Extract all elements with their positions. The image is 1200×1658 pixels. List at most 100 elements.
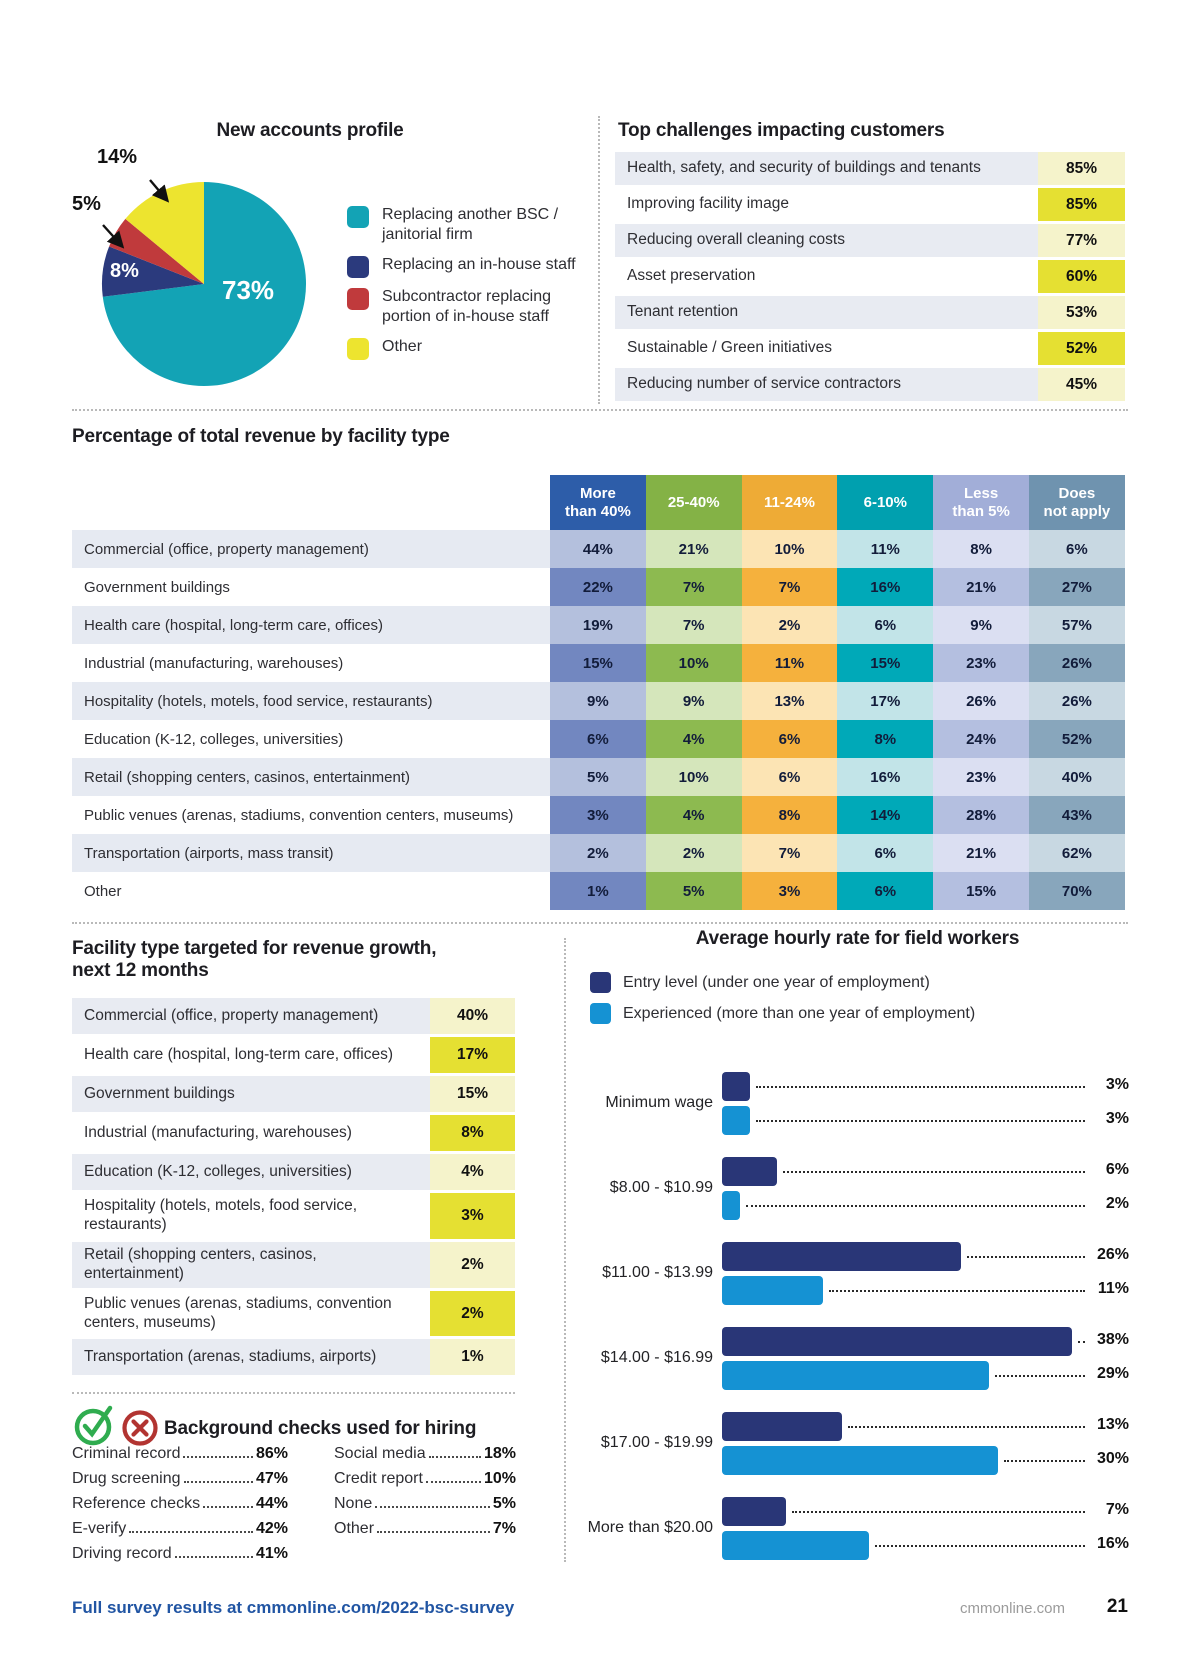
revenue-column-header: Does not apply	[1028, 475, 1125, 530]
revenue-cell: 19%	[550, 606, 646, 644]
hourly-leader-line	[755, 1086, 1085, 1088]
background-check-value: 47%	[255, 1470, 288, 1487]
background-check-value: 41%	[255, 1545, 288, 1562]
legend-label: Other	[382, 337, 423, 355]
growth-value: 1%	[430, 1339, 515, 1376]
revenue-cell: 8%	[933, 530, 1029, 568]
hourly-value-label: 6%	[1105, 1161, 1129, 1178]
revenue-cell: 6%	[837, 834, 934, 872]
background-check-row: Reference checks 44%	[72, 1495, 288, 1520]
revenue-cell: 3%	[741, 872, 838, 910]
hourly-bar-experienced	[722, 1531, 870, 1560]
hourly-leader-line	[994, 1375, 1085, 1377]
revenue-corner-cell	[72, 475, 550, 530]
growth-list: Commercial (office, property management)…	[72, 998, 515, 1378]
growth-row: Transportation (arenas, stadiums, airpor…	[72, 1339, 515, 1376]
growth-row: Commercial (office, property management)…	[72, 998, 515, 1034]
hourly-leader-line	[829, 1290, 1085, 1292]
revenue-cell: 27%	[1028, 568, 1125, 606]
revenue-cell: 9%	[933, 606, 1029, 644]
divider-vertical-bottom	[564, 938, 566, 1562]
hourly-leader-line	[847, 1426, 1085, 1428]
revenue-cell: 15%	[550, 644, 646, 682]
hourly-category-label: $11.00 - $13.99	[602, 1264, 713, 1281]
growth-label: Education (K-12, colleges, universities)	[72, 1154, 430, 1190]
revenue-cell: 7%	[645, 606, 742, 644]
challenge-row: Reducing overall cleaning costs 77%	[615, 224, 1125, 257]
hourly-bar-entry	[722, 1497, 787, 1526]
hourly-value-label: 16%	[1096, 1535, 1129, 1552]
growth-row: Public venues (arenas, stadiums, convent…	[72, 1290, 515, 1337]
growth-row: Government buildings 15%	[72, 1076, 515, 1112]
revenue-cell: 9%	[645, 682, 742, 720]
hourly-bar-experienced	[722, 1446, 998, 1475]
revenue-cell: 6%	[837, 872, 934, 910]
challenges-title: Top challenges impacting customers	[618, 120, 945, 141]
revenue-cell: 7%	[741, 568, 838, 606]
hourly-value-label: 30%	[1096, 1450, 1129, 1467]
hourly-value-label: 11%	[1097, 1280, 1129, 1297]
revenue-cell: 4%	[645, 720, 742, 758]
new-accounts-pie-chart	[101, 181, 307, 387]
growth-label: Health care (hospital, long-term care, o…	[72, 1037, 430, 1073]
hourly-value-label: 38%	[1096, 1331, 1129, 1348]
divider-horizontal-2	[72, 922, 1128, 924]
hourly-bar-entry	[722, 1412, 842, 1441]
legend-swatch	[347, 337, 369, 360]
challenge-value: 85%	[1038, 188, 1125, 221]
challenge-label: Asset preservation	[615, 260, 1038, 293]
revenue-cell: 44%	[550, 530, 646, 568]
revenue-cell: 10%	[645, 644, 742, 682]
revenue-column-header: Less than 5%	[933, 475, 1029, 530]
background-check-label: Drug screening	[72, 1470, 181, 1487]
revenue-row-label: Public venues (arenas, stadiums, convent…	[72, 796, 550, 834]
revenue-cell: 6%	[741, 720, 838, 758]
legend-item: Other	[347, 337, 578, 360]
revenue-cell: 1%	[550, 872, 646, 910]
revenue-cell: 3%	[550, 796, 646, 834]
hourly-bar-entry	[722, 1327, 1072, 1356]
growth-label: Industrial (manufacturing, warehouses)	[72, 1115, 430, 1151]
hourly-leader-line	[755, 1120, 1085, 1122]
growth-label: Commercial (office, property management)	[72, 998, 430, 1034]
footer-survey-link[interactable]: Full survey results at cmmonline.com/202…	[72, 1598, 515, 1617]
revenue-cell: 6%	[837, 606, 934, 644]
background-check-value: 10%	[483, 1470, 516, 1487]
revenue-column-header: More than 40%	[550, 475, 646, 530]
growth-label: Hospitality (hotels, motels, food servic…	[72, 1193, 430, 1239]
hourly-bar-experienced	[722, 1106, 750, 1135]
challenge-row: Reducing number of service contractors 45…	[615, 368, 1125, 401]
revenue-cell: 5%	[645, 872, 742, 910]
revenue-cell: 70%	[1028, 872, 1125, 910]
divider-horizontal-3	[72, 1392, 515, 1394]
hourly-legend-item: Experienced (more than one year of emplo…	[590, 1003, 975, 1024]
revenue-cell: 57%	[1028, 606, 1125, 644]
legend-swatch	[347, 255, 369, 278]
hourly-category-label: Minimum wage	[605, 1094, 713, 1111]
challenge-value: 45%	[1038, 368, 1125, 401]
background-checks-title: Background checks used for hiring	[164, 1418, 477, 1439]
background-check-row: Driving record 41%	[72, 1545, 288, 1570]
background-check-label: Driving record	[72, 1545, 172, 1562]
legend-label: Subcontractor replacing portion of in-ho…	[382, 287, 551, 326]
dotted-leader	[425, 1481, 481, 1483]
revenue-cell: 28%	[933, 796, 1029, 834]
hourly-category-label: More than $20.00	[587, 1519, 713, 1536]
background-check-label: Social media	[334, 1445, 426, 1462]
challenge-value: 60%	[1038, 260, 1125, 293]
background-check-row: E-verify 42%	[72, 1520, 288, 1545]
hourly-value-label: 3%	[1105, 1076, 1129, 1093]
challenges-list: Health, safety, and security of building…	[615, 152, 1125, 404]
legend-swatch	[347, 206, 369, 228]
pie-slice-replacing-bsc	[102, 181, 307, 387]
background-check-row: Other 7%	[334, 1520, 516, 1545]
challenge-label: Reducing number of service contractors	[615, 368, 1038, 401]
challenge-row: Tenant retention 53%	[615, 296, 1125, 329]
legend-item: Replacing another BSC / janitorial firm	[347, 205, 578, 246]
hourly-legend-swatch	[590, 1003, 611, 1024]
hourly-bar-entry	[722, 1242, 962, 1271]
hourly-leader-line	[875, 1545, 1085, 1547]
dotted-leader	[174, 1556, 253, 1558]
revenue-row-label: Hospitality (hotels, motels, food servic…	[72, 682, 550, 720]
